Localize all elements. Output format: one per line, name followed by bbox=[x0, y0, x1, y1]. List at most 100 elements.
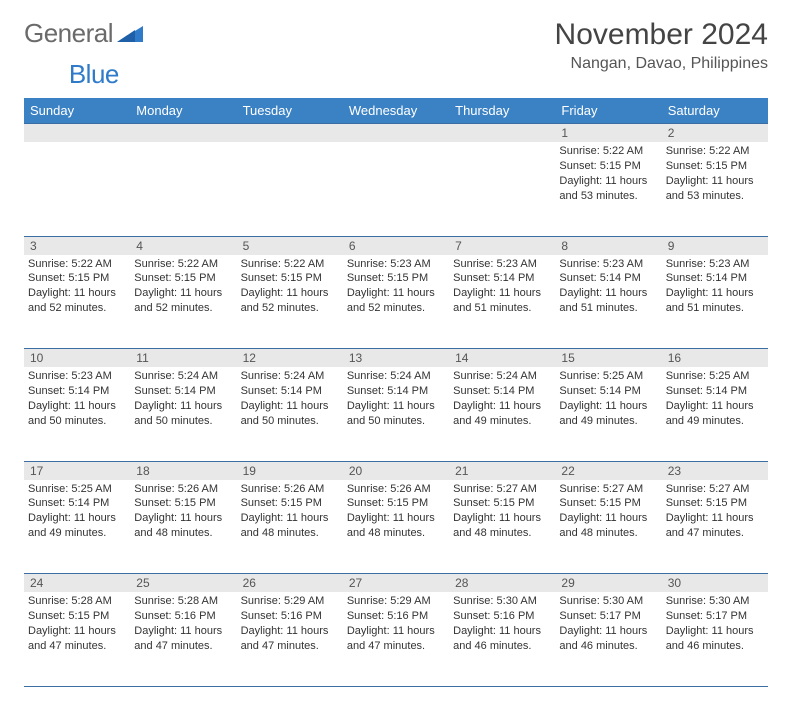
sunset-text: Sunset: 5:14 PM bbox=[28, 496, 126, 511]
daylight-text: Daylight: 11 hours and 46 minutes. bbox=[666, 624, 764, 654]
day-cell: Sunrise: 5:28 AMSunset: 5:15 PMDaylight:… bbox=[24, 592, 130, 686]
day-number: 16 bbox=[662, 349, 768, 368]
sunset-text: Sunset: 5:17 PM bbox=[559, 609, 657, 624]
day-detail: Sunrise: 5:23 AMSunset: 5:14 PMDaylight:… bbox=[28, 367, 126, 428]
daylight-text: Daylight: 11 hours and 50 minutes. bbox=[134, 399, 232, 429]
brand-text-2: Blue bbox=[69, 59, 119, 90]
sunrise-text: Sunrise: 5:23 AM bbox=[347, 257, 445, 272]
weekday-header: Friday bbox=[555, 98, 661, 124]
day-number: 26 bbox=[237, 574, 343, 593]
sunset-text: Sunset: 5:15 PM bbox=[134, 496, 232, 511]
month-title: November 2024 bbox=[555, 18, 768, 51]
day-detail: Sunrise: 5:23 AMSunset: 5:15 PMDaylight:… bbox=[347, 255, 445, 316]
day-number: 24 bbox=[24, 574, 130, 593]
day-cell: Sunrise: 5:24 AMSunset: 5:14 PMDaylight:… bbox=[130, 367, 236, 461]
brand-logo: General bbox=[24, 18, 143, 49]
day-number: 17 bbox=[24, 461, 130, 480]
day-cell: Sunrise: 5:25 AMSunset: 5:14 PMDaylight:… bbox=[24, 480, 130, 574]
sunset-text: Sunset: 5:14 PM bbox=[134, 384, 232, 399]
day-detail: Sunrise: 5:25 AMSunset: 5:14 PMDaylight:… bbox=[28, 480, 126, 541]
daylight-text: Daylight: 11 hours and 51 minutes. bbox=[453, 286, 551, 316]
sunrise-text: Sunrise: 5:24 AM bbox=[453, 369, 551, 384]
sunset-text: Sunset: 5:14 PM bbox=[241, 384, 339, 399]
day-number: 9 bbox=[662, 236, 768, 255]
sunrise-text: Sunrise: 5:25 AM bbox=[559, 369, 657, 384]
day-number: 20 bbox=[343, 461, 449, 480]
day-detail: Sunrise: 5:28 AMSunset: 5:16 PMDaylight:… bbox=[134, 592, 232, 653]
sunset-text: Sunset: 5:15 PM bbox=[347, 496, 445, 511]
day-detail: Sunrise: 5:30 AMSunset: 5:17 PMDaylight:… bbox=[666, 592, 764, 653]
daylight-text: Daylight: 11 hours and 48 minutes. bbox=[453, 511, 551, 541]
sunset-text: Sunset: 5:17 PM bbox=[666, 609, 764, 624]
daylight-text: Daylight: 11 hours and 52 minutes. bbox=[347, 286, 445, 316]
day-number-row: 17181920212223 bbox=[24, 461, 768, 480]
day-detail: Sunrise: 5:29 AMSunset: 5:16 PMDaylight:… bbox=[347, 592, 445, 653]
day-detail: Sunrise: 5:29 AMSunset: 5:16 PMDaylight:… bbox=[241, 592, 339, 653]
sunrise-text: Sunrise: 5:22 AM bbox=[134, 257, 232, 272]
day-number-row: 10111213141516 bbox=[24, 349, 768, 368]
day-number: 3 bbox=[24, 236, 130, 255]
sunset-text: Sunset: 5:14 PM bbox=[347, 384, 445, 399]
daylight-text: Daylight: 11 hours and 52 minutes. bbox=[134, 286, 232, 316]
weekday-header: Wednesday bbox=[343, 98, 449, 124]
day-cell: Sunrise: 5:22 AMSunset: 5:15 PMDaylight:… bbox=[662, 142, 768, 236]
daylight-text: Daylight: 11 hours and 48 minutes. bbox=[241, 511, 339, 541]
daylight-text: Daylight: 11 hours and 47 minutes. bbox=[241, 624, 339, 654]
brand-triangle-icon bbox=[117, 20, 143, 47]
sunrise-text: Sunrise: 5:29 AM bbox=[241, 594, 339, 609]
daylight-text: Daylight: 11 hours and 50 minutes. bbox=[28, 399, 126, 429]
daylight-text: Daylight: 11 hours and 49 minutes. bbox=[666, 399, 764, 429]
sunrise-text: Sunrise: 5:22 AM bbox=[241, 257, 339, 272]
sunrise-text: Sunrise: 5:23 AM bbox=[666, 257, 764, 272]
day-number: 19 bbox=[237, 461, 343, 480]
daylight-text: Daylight: 11 hours and 48 minutes. bbox=[134, 511, 232, 541]
day-cell bbox=[343, 142, 449, 236]
day-cell: Sunrise: 5:24 AMSunset: 5:14 PMDaylight:… bbox=[343, 367, 449, 461]
sunset-text: Sunset: 5:14 PM bbox=[453, 271, 551, 286]
day-detail: Sunrise: 5:27 AMSunset: 5:15 PMDaylight:… bbox=[666, 480, 764, 541]
day-number: 28 bbox=[449, 574, 555, 593]
day-number: 13 bbox=[343, 349, 449, 368]
day-cell: Sunrise: 5:23 AMSunset: 5:14 PMDaylight:… bbox=[662, 255, 768, 349]
sunrise-text: Sunrise: 5:26 AM bbox=[241, 482, 339, 497]
daylight-text: Daylight: 11 hours and 46 minutes. bbox=[559, 624, 657, 654]
daylight-text: Daylight: 11 hours and 48 minutes. bbox=[559, 511, 657, 541]
day-cell: Sunrise: 5:25 AMSunset: 5:14 PMDaylight:… bbox=[555, 367, 661, 461]
day-number: 30 bbox=[662, 574, 768, 593]
day-number-row: 3456789 bbox=[24, 236, 768, 255]
day-number: 10 bbox=[24, 349, 130, 368]
day-detail: Sunrise: 5:27 AMSunset: 5:15 PMDaylight:… bbox=[559, 480, 657, 541]
day-detail: Sunrise: 5:22 AMSunset: 5:15 PMDaylight:… bbox=[134, 255, 232, 316]
day-number-row: 24252627282930 bbox=[24, 574, 768, 593]
day-cell: Sunrise: 5:23 AMSunset: 5:14 PMDaylight:… bbox=[449, 255, 555, 349]
sunset-text: Sunset: 5:16 PM bbox=[347, 609, 445, 624]
day-number bbox=[449, 124, 555, 143]
daylight-text: Daylight: 11 hours and 51 minutes. bbox=[559, 286, 657, 316]
daylight-text: Daylight: 11 hours and 49 minutes. bbox=[28, 511, 126, 541]
daylight-text: Daylight: 11 hours and 47 minutes. bbox=[134, 624, 232, 654]
daylight-text: Daylight: 11 hours and 52 minutes. bbox=[241, 286, 339, 316]
sunset-text: Sunset: 5:15 PM bbox=[666, 159, 764, 174]
day-number: 4 bbox=[130, 236, 236, 255]
sunrise-text: Sunrise: 5:26 AM bbox=[347, 482, 445, 497]
daylight-text: Daylight: 11 hours and 48 minutes. bbox=[347, 511, 445, 541]
day-detail: Sunrise: 5:24 AMSunset: 5:14 PMDaylight:… bbox=[241, 367, 339, 428]
sunset-text: Sunset: 5:14 PM bbox=[666, 271, 764, 286]
day-cell: Sunrise: 5:26 AMSunset: 5:15 PMDaylight:… bbox=[130, 480, 236, 574]
sunrise-text: Sunrise: 5:29 AM bbox=[347, 594, 445, 609]
day-number: 15 bbox=[555, 349, 661, 368]
week-row: Sunrise: 5:22 AMSunset: 5:15 PMDaylight:… bbox=[24, 255, 768, 349]
day-detail: Sunrise: 5:24 AMSunset: 5:14 PMDaylight:… bbox=[134, 367, 232, 428]
day-detail: Sunrise: 5:23 AMSunset: 5:14 PMDaylight:… bbox=[666, 255, 764, 316]
daylight-text: Daylight: 11 hours and 49 minutes. bbox=[559, 399, 657, 429]
sunrise-text: Sunrise: 5:26 AM bbox=[134, 482, 232, 497]
sunrise-text: Sunrise: 5:30 AM bbox=[453, 594, 551, 609]
day-number: 12 bbox=[237, 349, 343, 368]
day-number: 29 bbox=[555, 574, 661, 593]
brand-text-1: General bbox=[24, 18, 113, 49]
day-detail: Sunrise: 5:26 AMSunset: 5:15 PMDaylight:… bbox=[241, 480, 339, 541]
day-number: 8 bbox=[555, 236, 661, 255]
day-cell: Sunrise: 5:27 AMSunset: 5:15 PMDaylight:… bbox=[449, 480, 555, 574]
title-block: November 2024 Nangan, Davao, Philippines bbox=[555, 18, 768, 73]
day-cell: Sunrise: 5:22 AMSunset: 5:15 PMDaylight:… bbox=[24, 255, 130, 349]
